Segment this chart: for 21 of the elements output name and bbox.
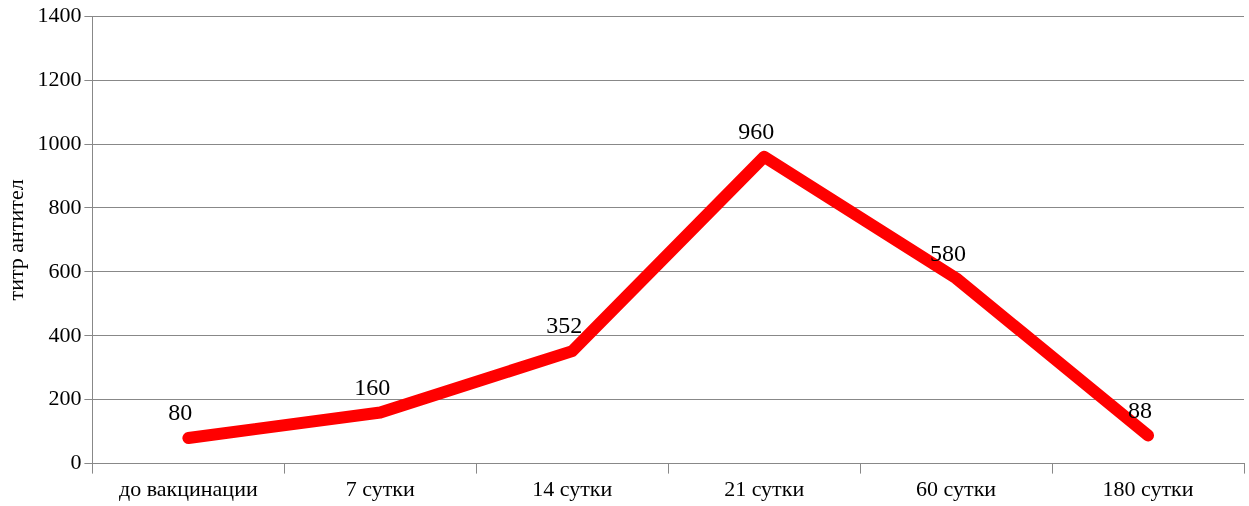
data-label: 160: [354, 373, 391, 400]
x-tick-label: 60 сутки: [916, 475, 997, 501]
y-axis-title: титр антител: [2, 179, 28, 301]
y-tick-label: 0: [70, 449, 82, 475]
x-tick-label: 14 сутки: [532, 475, 613, 501]
y-tick-label: 800: [48, 193, 82, 219]
x-tick-label: до вакцинации: [119, 475, 258, 501]
data-label: 80: [168, 399, 193, 426]
x-tick-label: 7 сутки: [345, 475, 416, 501]
y-tick-label: 600: [48, 257, 82, 283]
data-label: 960: [738, 118, 775, 145]
y-tick-label: 1400: [37, 1, 82, 27]
x-tick-label: 21 сутки: [724, 475, 805, 501]
y-tick-label: 1200: [37, 65, 82, 91]
data-label: 88: [1128, 396, 1153, 423]
data-label: 352: [546, 312, 583, 339]
y-tick-label: 200: [48, 385, 82, 411]
data-label: 580: [930, 239, 967, 266]
y-tick-label: 400: [48, 321, 82, 347]
y-tick-label: 1000: [37, 129, 82, 155]
x-tick-label: 180 сутки: [1102, 475, 1194, 501]
